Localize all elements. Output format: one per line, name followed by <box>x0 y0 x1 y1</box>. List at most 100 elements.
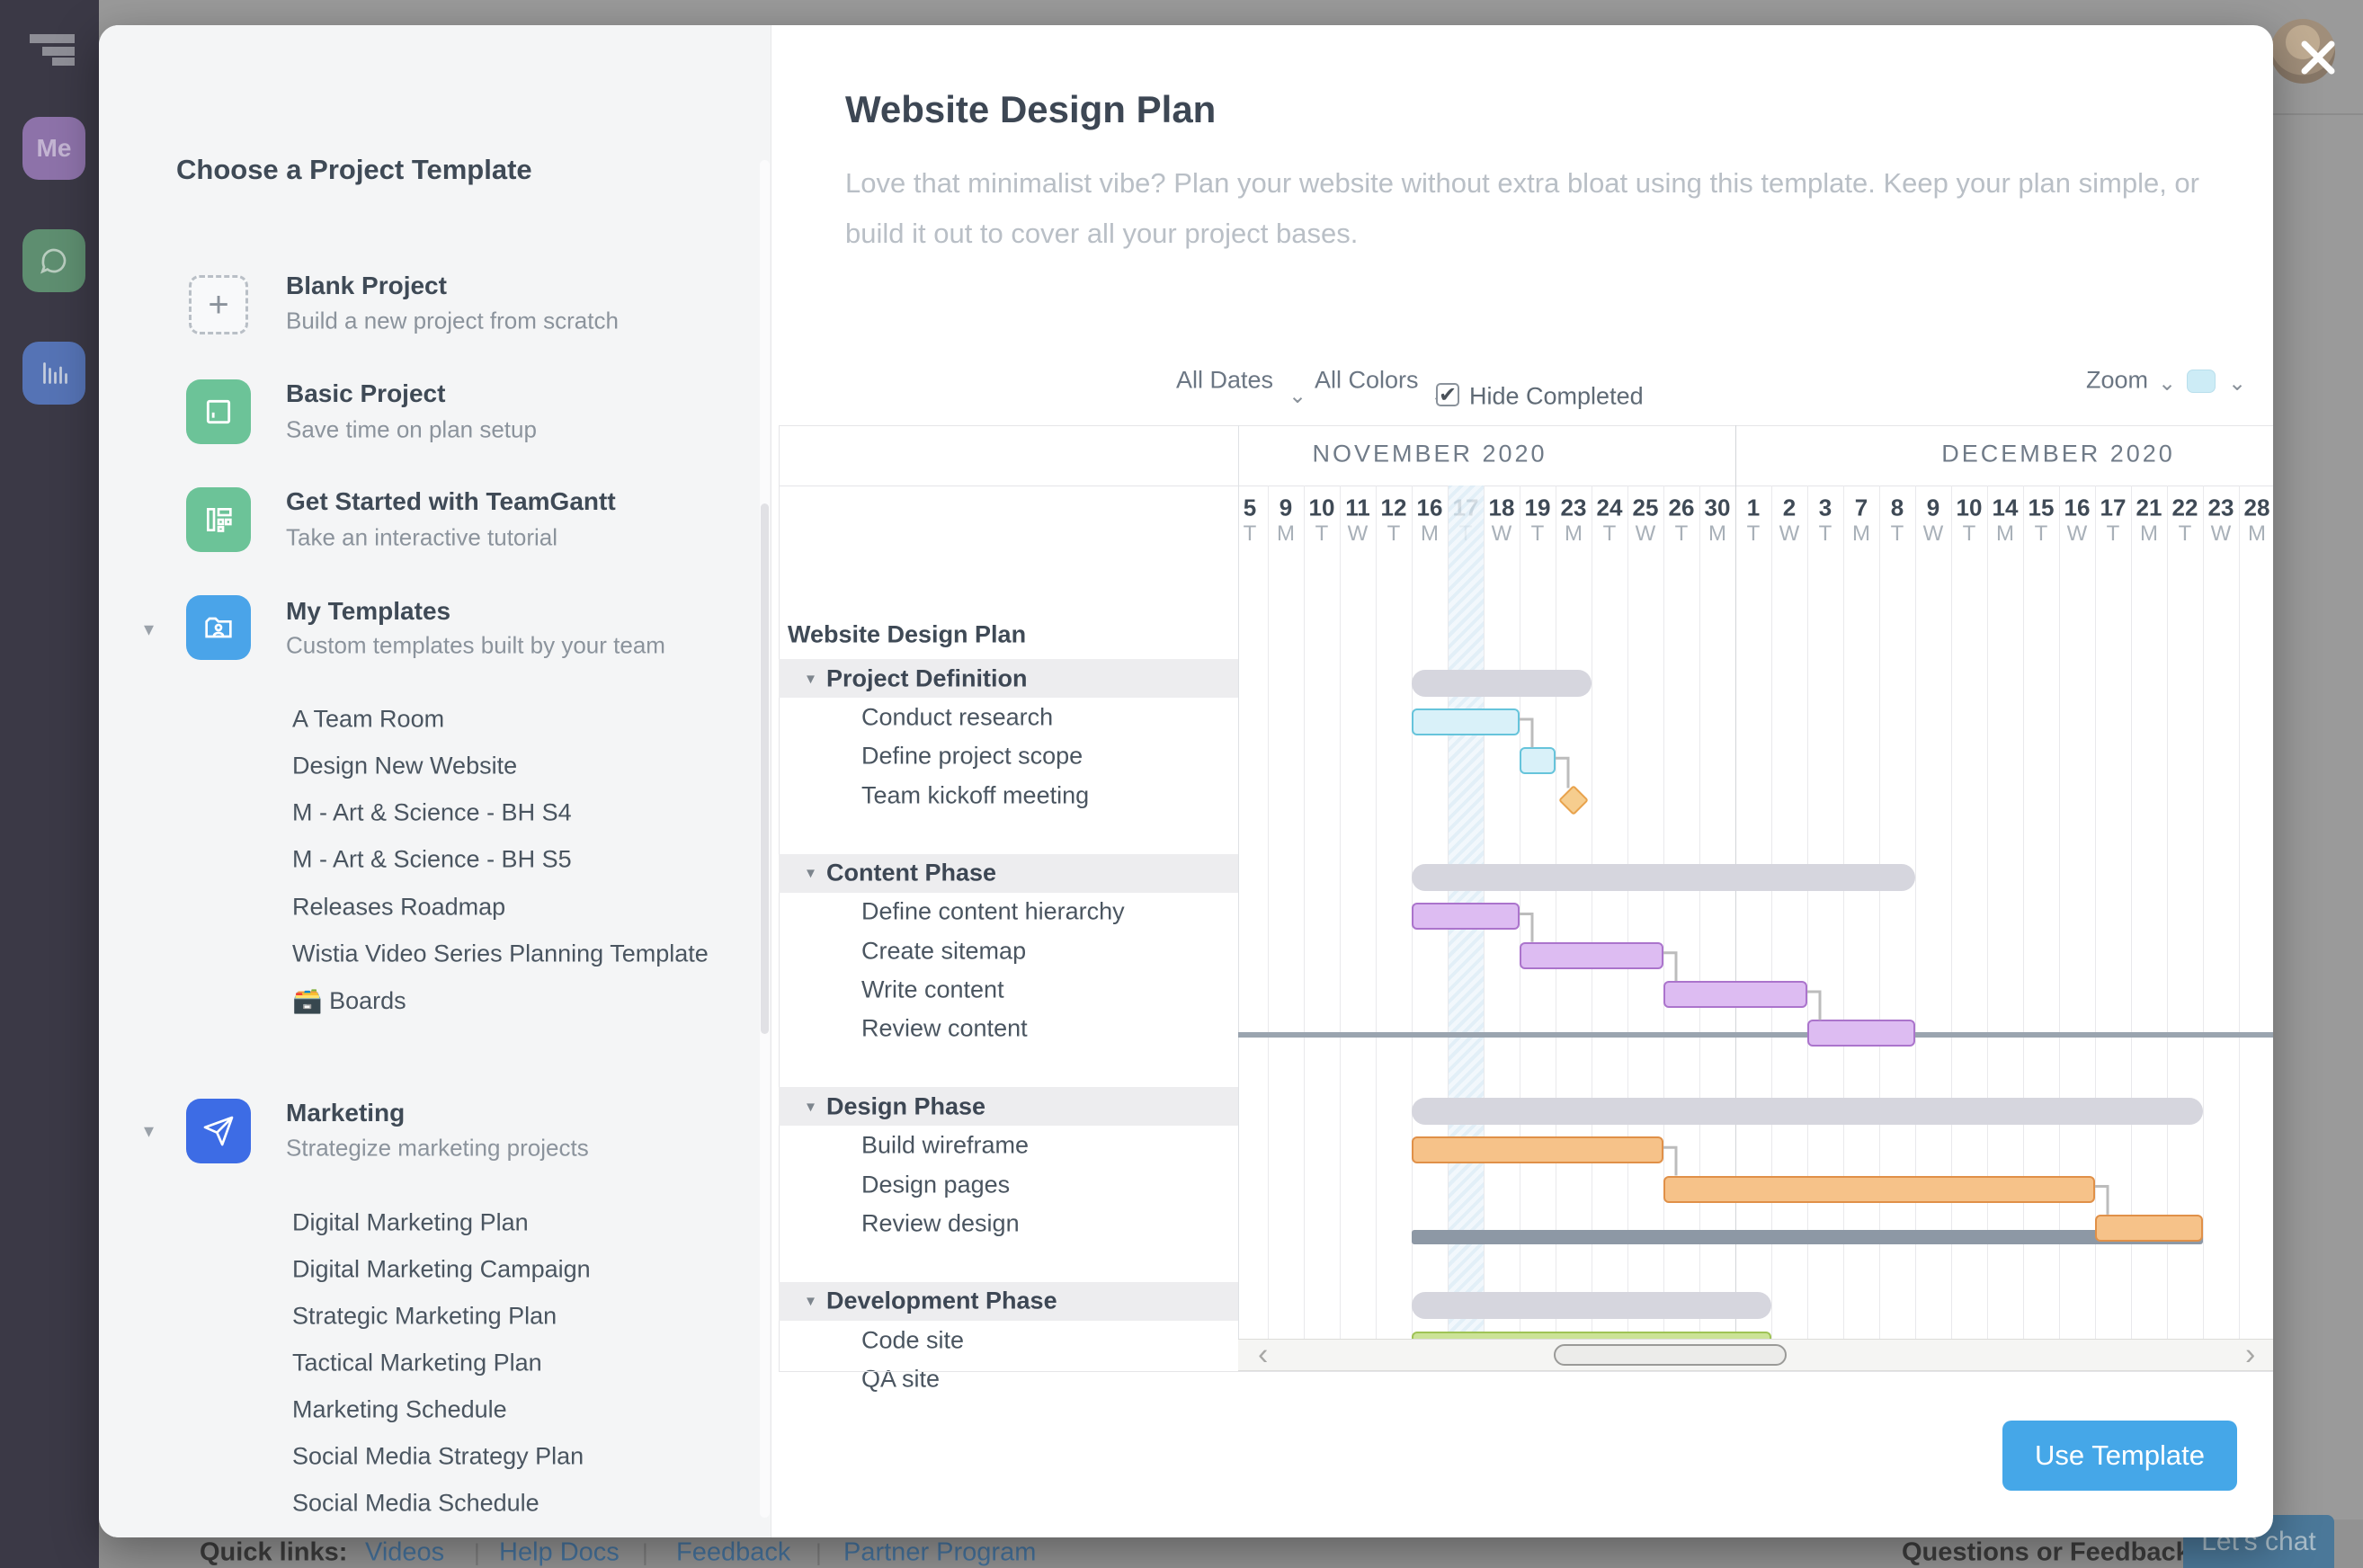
template-child-digital-marketing-campaign[interactable]: Digital Marketing Campaign <box>292 1255 591 1283</box>
footer-link-feedback[interactable]: Feedback <box>676 1537 791 1567</box>
grid-line <box>1771 486 1772 1339</box>
day-number: 14 <box>1992 494 2019 521</box>
task-bar-review-design[interactable] <box>2095 1214 2203 1242</box>
group-pill-group-content-phase[interactable] <box>1412 864 1915 892</box>
day-letter: T <box>1602 521 1617 546</box>
task-row[interactable]: Conduct research <box>861 703 1054 731</box>
template-item-basic-project[interactable]: Basic Project <box>286 379 446 407</box>
task-bar-write-content[interactable] <box>1663 981 1807 1009</box>
task-row[interactable]: Team kickoff meeting <box>861 781 1090 809</box>
task-bar-create-sitemap[interactable] <box>1520 941 1663 969</box>
summary-bar-project-summary[interactable] <box>1412 1230 2203 1244</box>
task-row[interactable]: Write content <box>861 976 1004 1003</box>
template-child-social-media-schedule[interactable]: Social Media Schedule <box>292 1489 539 1517</box>
grid-line <box>2095 486 2096 1339</box>
task-row[interactable]: Review design <box>861 1209 1020 1237</box>
collapse-caret-icon[interactable]: ▾ <box>144 1119 155 1142</box>
collapse-caret-icon[interactable]: ▾ <box>807 669 816 688</box>
gantt-chart-area[interactable] <box>1238 425 2273 1339</box>
all-colors-filter[interactable]: All Colors <box>1315 366 1419 394</box>
day-number: 26 <box>1668 494 1695 521</box>
footer-separator: | <box>474 1538 480 1566</box>
template-item-get-started-with-teamgantt[interactable]: Get Started with TeamGantt <box>286 487 616 515</box>
group-pill-group-development-phase[interactable] <box>1412 1292 1771 1320</box>
template-child-releases-roadmap[interactable]: Releases Roadmap <box>292 893 506 921</box>
footer-link-videos[interactable]: Videos <box>365 1537 445 1567</box>
day-letter: W <box>1347 521 1369 546</box>
collapse-caret-icon[interactable]: ▾ <box>807 863 816 882</box>
collapse-caret-icon[interactable]: ▾ <box>807 1291 816 1310</box>
day-number: 1 <box>1746 494 1761 521</box>
day-number: 19 <box>1524 494 1551 521</box>
template-item-marketing[interactable]: Marketing <box>286 1099 406 1127</box>
group-pill-group-design-phase[interactable] <box>1412 1097 2203 1125</box>
day-number: 25 <box>1632 494 1659 521</box>
task-row[interactable]: Create sitemap <box>861 937 1027 965</box>
zoom-label[interactable]: Zoom <box>2086 366 2149 394</box>
zoom-color-swatch[interactable] <box>2187 370 2216 393</box>
template-child-social-media-strategy-plan[interactable]: Social Media Strategy Plan <box>292 1442 584 1470</box>
template-child-wistia-video-series-planning-template[interactable]: Wistia Video Series Planning Template <box>292 940 709 967</box>
template-child-design-new-website[interactable]: Design New Website <box>292 752 518 780</box>
template-child--boards[interactable]: 🗃️ Boards <box>292 987 406 1014</box>
teamgantt-logo-icon[interactable] <box>30 32 76 68</box>
hide-completed-checkbox[interactable]: ✔ <box>1436 383 1459 406</box>
group-pill-group-project-definition[interactable] <box>1412 669 1592 697</box>
task-bar-review-content[interactable] <box>1807 1020 1915 1047</box>
footer-separator: | <box>642 1538 648 1566</box>
chevron-down-icon[interactable]: ⌄ <box>1289 384 1307 408</box>
panel-scrollbar[interactable] <box>760 160 770 1518</box>
task-row-group[interactable]: Development Phase <box>826 1287 1057 1314</box>
use-template-button[interactable]: Use Template <box>2002 1421 2237 1491</box>
footer-link-help-docs[interactable]: Help Docs <box>499 1537 620 1567</box>
day-number: 30 <box>1704 494 1731 521</box>
grid-line <box>1987 486 1988 1339</box>
day-letter: T <box>1746 521 1761 546</box>
template-child-m-art-science-bh-s4[interactable]: M - Art & Science - BH S4 <box>292 798 572 826</box>
template-child-a-team-room[interactable]: A Team Room <box>292 705 445 733</box>
close-icon[interactable] <box>2298 39 2338 76</box>
task-row[interactable]: Define content hierarchy <box>861 897 1125 925</box>
task-row-group[interactable]: Content Phase <box>826 859 997 886</box>
task-row[interactable]: Design pages <box>861 1171 1011 1198</box>
task-row[interactable]: QA site <box>861 1365 941 1393</box>
task-bar-define-content-hierarchy[interactable] <box>1412 903 1520 931</box>
task-bar-define-project-scope[interactable] <box>1520 747 1556 775</box>
task-bar-design-pages[interactable] <box>1663 1175 2095 1203</box>
milestone-diamond-team-kickoff-meeting[interactable] <box>1558 784 1589 815</box>
all-dates-filter[interactable]: All Dates <box>1176 366 1274 394</box>
collapse-caret-icon[interactable]: ▾ <box>144 618 155 640</box>
gantt-h-scrollbar[interactable]: ‹ › <box>1238 1337 2273 1372</box>
sidebar-item-chat[interactable] <box>22 229 85 292</box>
task-row-group[interactable]: Design Phase <box>826 1092 986 1120</box>
template-child-strategic-marketing-plan[interactable]: Strategic Marketing Plan <box>292 1302 557 1330</box>
template-child-marketing-schedule[interactable]: Marketing Schedule <box>292 1395 507 1423</box>
task-bar-conduct-research[interactable] <box>1412 708 1520 735</box>
scrollbar-thumb[interactable] <box>1554 1344 1787 1366</box>
sidebar-item-me[interactable]: Me <box>22 117 85 180</box>
task-row[interactable]: Code site <box>861 1326 965 1354</box>
template-item-blank-project[interactable]: Blank Project <box>286 272 447 299</box>
day-number: 18 <box>1488 494 1515 521</box>
task-bar-code-site[interactable] <box>1412 1331 1771 1339</box>
template-child-tactical-marketing-plan[interactable]: Tactical Marketing Plan <box>292 1349 542 1376</box>
chevron-down-icon[interactable]: ⌄ <box>2158 371 2177 396</box>
footer-link-partner-program[interactable]: Partner Program <box>843 1537 1037 1567</box>
collapse-caret-icon[interactable]: ▾ <box>807 1097 816 1116</box>
day-number: 23 <box>2207 494 2234 521</box>
sidebar-item-charts[interactable] <box>22 342 85 405</box>
task-row[interactable]: Define project scope <box>861 742 1083 770</box>
template-child-m-art-science-bh-s5[interactable]: M - Art & Science - BH S5 <box>292 845 572 873</box>
task-bar-build-wireframe[interactable] <box>1412 1136 1663 1164</box>
task-row[interactable]: Build wireframe <box>861 1131 1030 1159</box>
scroll-right-icon[interactable]: › <box>2245 1337 2256 1372</box>
template-child-digital-marketing-plan[interactable]: Digital Marketing Plan <box>292 1208 529 1236</box>
quick-links-label: Quick links: <box>200 1537 348 1567</box>
scroll-left-icon[interactable]: ‹ <box>1258 1337 1269 1372</box>
task-row-group[interactable]: Project Definition <box>826 664 1028 692</box>
grid-line <box>1340 486 1341 1339</box>
template-item-my-templates[interactable]: My Templates <box>286 597 451 625</box>
day-number: 2 <box>1782 494 1797 521</box>
chevron-down-icon[interactable]: ⌄ <box>2228 371 2247 396</box>
task-row[interactable]: Review content <box>861 1014 1028 1042</box>
